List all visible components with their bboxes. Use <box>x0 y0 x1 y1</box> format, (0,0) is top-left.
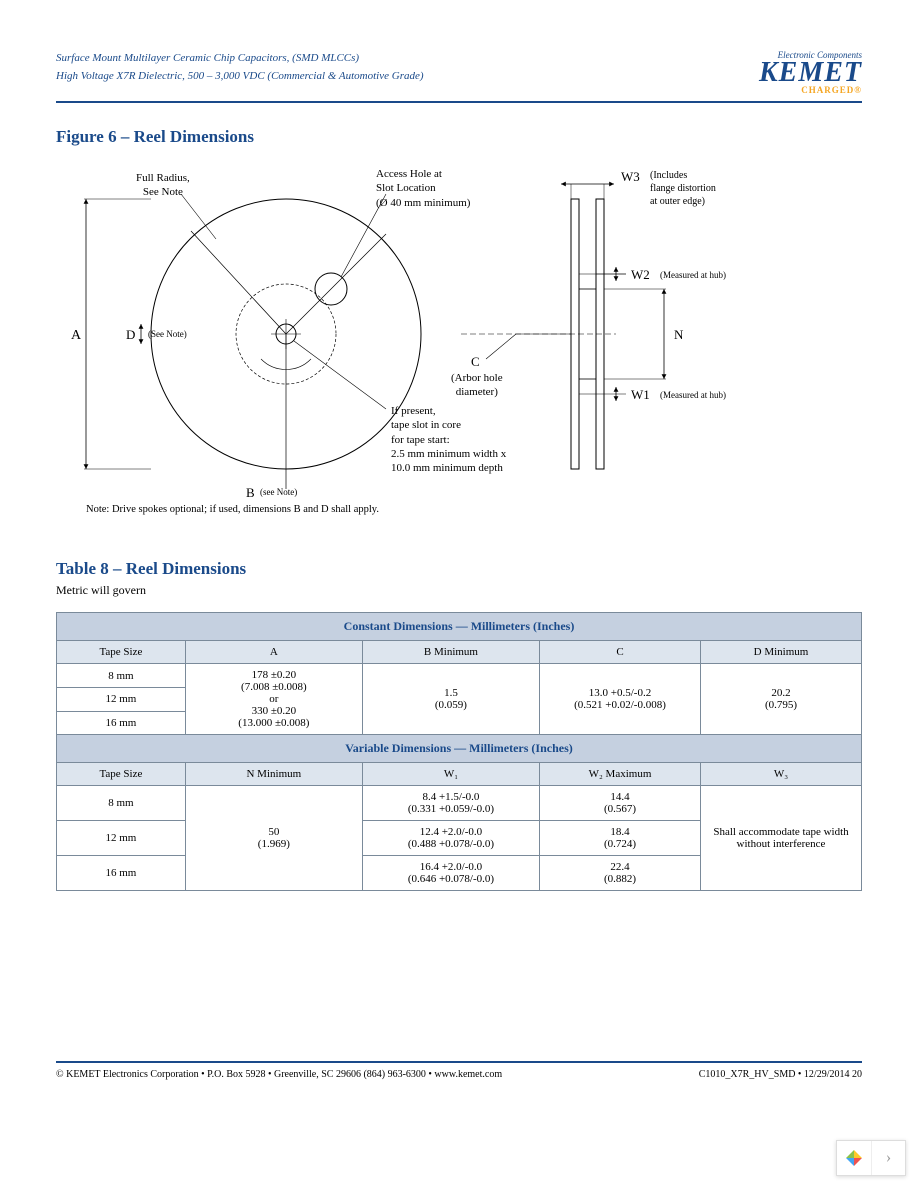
table-section2: Variable Dimensions — Millimeters (Inche… <box>57 735 862 763</box>
col-tape-size2: Tape Size <box>57 763 186 786</box>
col-B: B Minimum <box>362 641 539 664</box>
label-W3-note: (Includesflange distortionat outer edge) <box>650 169 716 208</box>
label-W1-note: (Measured at hub) <box>660 390 726 402</box>
label-C-note: (Arbor holediameter) <box>451 371 503 400</box>
col-D: D Minimum <box>700 641 861 664</box>
header-line2: High Voltage X7R Dielectric, 500 – 3,000… <box>56 68 424 86</box>
logo-main: KEMET <box>759 60 862 85</box>
table-row: 8 mm 50(1.969) 8.4 +1.5/-0.0(0.331 +0.05… <box>57 786 862 821</box>
pager-logo-icon <box>837 1141 871 1175</box>
cell-N: 50(1.969) <box>185 786 362 891</box>
page-header: Surface Mount Multilayer Ceramic Chip Ca… <box>56 50 862 103</box>
col-W1: W₁ <box>362 763 539 786</box>
logo: Electronic Components KEMET CHARGED® <box>759 50 862 95</box>
cell-W1: 12.4 +2.0/-0.0(0.488 +0.078/-0.0) <box>362 821 539 856</box>
footer-right: C1010_X7R_HV_SMD • 12/29/2014 20 <box>699 1069 862 1080</box>
pager-next-button[interactable]: › <box>871 1141 905 1175</box>
label-tape-slot: If present,tape slot in corefor tape sta… <box>391 404 506 475</box>
label-W1: W1 <box>631 387 650 404</box>
cell-W3: Shall accommodate tape width without int… <box>700 786 861 891</box>
label-W3: W3 <box>621 169 640 186</box>
pager: › <box>836 1140 906 1176</box>
reel-diagram: Full Radius,See Note Access Hole atSlot … <box>56 159 826 519</box>
label-D-note: (See Note) <box>148 329 187 341</box>
table-subtitle: Metric will govern <box>56 583 862 598</box>
reel-dimensions-table: Constant Dimensions — Millimeters (Inche… <box>56 612 862 891</box>
col-W2: W₂ Maximum <box>539 763 700 786</box>
label-D: D <box>126 327 135 344</box>
label-C: C <box>471 354 480 371</box>
cell-B: 1.5(0.059) <box>362 664 539 735</box>
label-B-note: (see Note) <box>260 487 297 499</box>
page-footer: © KEMET Electronics Corporation • P.O. B… <box>56 1061 862 1080</box>
col-C: C <box>539 641 700 664</box>
cell-size: 8 mm <box>57 664 186 688</box>
table-title: Table 8 – Reel Dimensions <box>56 559 862 579</box>
header-text: Surface Mount Multilayer Ceramic Chip Ca… <box>56 50 424 85</box>
cell-size: 8 mm <box>57 786 186 821</box>
cell-size: 16 mm <box>57 711 186 735</box>
figure-note: Note: Drive spokes optional; if used, di… <box>86 503 379 517</box>
label-full-radius: Full Radius,See Note <box>136 171 190 200</box>
label-W2: W2 <box>631 267 650 284</box>
cell-size: 12 mm <box>57 687 186 711</box>
label-access-hole: Access Hole atSlot Location(Ø 40 mm mini… <box>376 167 470 210</box>
cell-A: 178 ±0.20(7.008 ±0.008)or330 ±0.20(13.00… <box>185 664 362 735</box>
cell-W2: 22.4(0.882) <box>539 856 700 891</box>
footer-left: © KEMET Electronics Corporation • P.O. B… <box>56 1069 502 1080</box>
cell-W1: 16.4 +2.0/-0.0(0.646 +0.078/-0.0) <box>362 856 539 891</box>
label-B: B <box>246 485 255 502</box>
cell-size: 16 mm <box>57 856 186 891</box>
label-W2-note: (Measured at hub) <box>660 270 726 282</box>
label-A: A <box>71 327 81 345</box>
col-A: A <box>185 641 362 664</box>
col-W3: W₃ <box>700 763 861 786</box>
label-N: N <box>674 327 683 344</box>
cell-D: 20.2(0.795) <box>700 664 861 735</box>
table-section1: Constant Dimensions — Millimeters (Inche… <box>57 613 862 641</box>
table-row: 8 mm 178 ±0.20(7.008 ±0.008)or330 ±0.20(… <box>57 664 862 688</box>
col-tape-size: Tape Size <box>57 641 186 664</box>
cell-W2: 14.4(0.567) <box>539 786 700 821</box>
header-line1: Surface Mount Multilayer Ceramic Chip Ca… <box>56 50 424 68</box>
cell-C: 13.0 +0.5/-0.2(0.521 +0.02/-0.008) <box>539 664 700 735</box>
cell-size: 12 mm <box>57 821 186 856</box>
figure-title: Figure 6 – Reel Dimensions <box>56 127 862 147</box>
cell-W2: 18.4(0.724) <box>539 821 700 856</box>
col-N: N Minimum <box>185 763 362 786</box>
cell-W1: 8.4 +1.5/-0.0(0.331 +0.059/-0.0) <box>362 786 539 821</box>
